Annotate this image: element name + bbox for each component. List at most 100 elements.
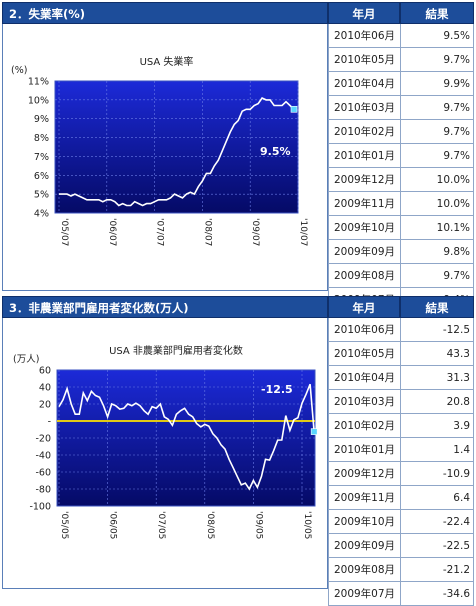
payrolls-chart: USA 非農業部門雇用者変化数(万人)-100-80-60-40-20-2040… <box>13 344 318 539</box>
series-line <box>59 96 295 207</box>
last-value-annotation: -12.5 <box>261 383 293 396</box>
chart-title: USA 失業率 <box>140 55 194 68</box>
row-month: 2010年05月 <box>328 48 400 72</box>
x-tick-label: '08/05 <box>205 511 215 539</box>
payrolls-chart-frame: USA 非農業部門雇用者変化数 (万人) -100 -80 -60 -40 -20-20 40… <box>2 296 328 589</box>
table-row: 2009年12月 10.0% <box>328 168 474 192</box>
payrolls-panel-title: 3．非農業部門雇用者変化数(万人) <box>2 296 328 318</box>
y-tick-label: 7% <box>34 152 49 163</box>
row-month: 2010年04月 <box>328 72 400 96</box>
y-tick-label: -80 <box>35 485 51 496</box>
row-result: 31.3 <box>400 366 474 390</box>
row-month: 2010年02月 <box>328 414 400 438</box>
row-month: 2010年02月 <box>328 120 400 144</box>
row-month: 2010年04月 <box>328 366 400 390</box>
y-tick-label: -100 <box>29 502 51 513</box>
plot-area <box>54 80 299 214</box>
row-month: 2009年09月 <box>328 240 400 264</box>
row-result: 9.5% <box>400 24 474 48</box>
row-month: 2009年10月 <box>328 510 400 534</box>
y-tick-label: - <box>48 417 51 428</box>
row-result: -22.4 <box>400 510 474 534</box>
x-tick-label: '09/05 <box>253 511 263 539</box>
row-month: 2010年01月 <box>328 144 400 168</box>
table-row: 2010年02月 9.7% <box>328 120 474 144</box>
row-result: -21.2 <box>400 558 474 582</box>
row-result: -34.6 <box>400 582 474 606</box>
row-month: 2010年06月 <box>328 318 400 342</box>
table-row: 2010年03月 20.8 <box>328 390 474 414</box>
y-tick-label: 11% <box>28 77 49 88</box>
table-row: 2009年09月 -22.5 <box>328 534 474 558</box>
row-result: 9.9% <box>400 72 474 96</box>
row-result: 3.9 <box>400 414 474 438</box>
row-result: 9.8% <box>400 240 474 264</box>
table-row: 2010年04月 9.9% <box>328 72 474 96</box>
result-column-header: 結果 <box>400 296 474 318</box>
y-axis-label: (%) <box>11 65 27 76</box>
row-result: 9.7% <box>400 144 474 168</box>
unemployment-panel-title: 2．失業率(%) <box>2 2 328 24</box>
table-row: 2009年12月 -10.9 <box>328 462 474 486</box>
month-column-header: 年月 <box>328 296 400 318</box>
x-tick-label: '07/07 <box>155 218 165 246</box>
row-result: 10.1% <box>400 216 474 240</box>
x-tick-label: '06/05 <box>108 511 118 539</box>
y-tick-label: 40 <box>39 383 51 394</box>
y-tick-label: 20 <box>39 400 51 411</box>
x-tick-label: '08/07 <box>202 218 212 246</box>
table-row: 2009年10月 10.1% <box>328 216 474 240</box>
y-tick-label: 9% <box>34 114 49 125</box>
payrolls-panel: USA 非農業部門雇用者変化数 (万人) -100 -80 -60 -40 -20-20 40… <box>2 296 474 606</box>
table-row: 2009年08月 9.7% <box>328 264 474 288</box>
unemployment-chart: USA 失業率 (%) 4% 5% 6% 7% 8% 9% 10% 11% '05/07 '06/07… <box>11 55 308 246</box>
table-row: 2009年11月 10.0% <box>328 192 474 216</box>
row-result: 43.3 <box>400 342 474 366</box>
row-month: 2010年06月 <box>328 24 400 48</box>
table-row: 2010年01月 1.4 <box>328 438 474 462</box>
row-month: 2009年11月 <box>328 486 400 510</box>
y-tick-label: -40 <box>35 451 51 462</box>
row-month: 2010年05月 <box>328 342 400 366</box>
x-tick-label: '10/07 <box>298 218 308 246</box>
x-tick-label: '05/07 <box>59 218 69 246</box>
unemployment-chart-frame: USA 失業率 (%) 4% 5% 6% 7% 8% 9% 10% 11% '05/07 '06/07… <box>2 2 328 291</box>
row-result: 9.7% <box>400 96 474 120</box>
row-month: 2009年08月 <box>328 558 400 582</box>
row-month: 2009年10月 <box>328 216 400 240</box>
result-column-header: 結果 <box>400 2 474 24</box>
row-result: -12.5 <box>400 318 474 342</box>
row-month: 2010年03月 <box>328 96 400 120</box>
unemployment-panel: USA 失業率 (%) 4% 5% 6% 7% 8% 9% 10% 11% '05/07 '06/07… <box>2 2 474 312</box>
x-tick-label: '10/05 <box>302 511 312 539</box>
chart-title: USA 非農業部門雇用者変化数 <box>109 344 243 357</box>
month-column-header: 年月 <box>328 2 400 24</box>
x-tick-label: '06/07 <box>107 218 117 246</box>
y-tick-label: 60 <box>39 366 51 377</box>
row-result: 9.7% <box>400 120 474 144</box>
last-point-marker <box>290 105 298 113</box>
last-value-annotation: 9.5% <box>260 145 291 158</box>
last-point-marker <box>310 428 318 435</box>
y-tick-label: 6% <box>34 171 49 182</box>
row-result: 9.7% <box>400 264 474 288</box>
x-tick-label: '05/05 <box>59 511 69 539</box>
row-month: 2010年01月 <box>328 438 400 462</box>
x-tick-label: '09/07 <box>250 218 260 246</box>
row-month: 2009年08月 <box>328 264 400 288</box>
table-row: 2010年02月 3.9 <box>328 414 474 438</box>
row-result: 20.8 <box>400 390 474 414</box>
table-row: 2009年08月 -21.2 <box>328 558 474 582</box>
table-row: 2010年06月 9.5% <box>328 24 474 48</box>
table-row: 2010年01月 9.7% <box>328 144 474 168</box>
row-month: 2009年07月 <box>328 582 400 606</box>
row-month: 2010年03月 <box>328 390 400 414</box>
series-line <box>58 383 315 491</box>
row-month: 2009年12月 <box>328 462 400 486</box>
y-tick-label: 4% <box>34 209 49 220</box>
row-result: 10.0% <box>400 168 474 192</box>
x-tick-label: '07/05 <box>156 511 166 539</box>
y-tick-label: -60 <box>35 468 51 479</box>
y-tick-label: -20 <box>35 434 51 445</box>
row-result: -10.9 <box>400 462 474 486</box>
